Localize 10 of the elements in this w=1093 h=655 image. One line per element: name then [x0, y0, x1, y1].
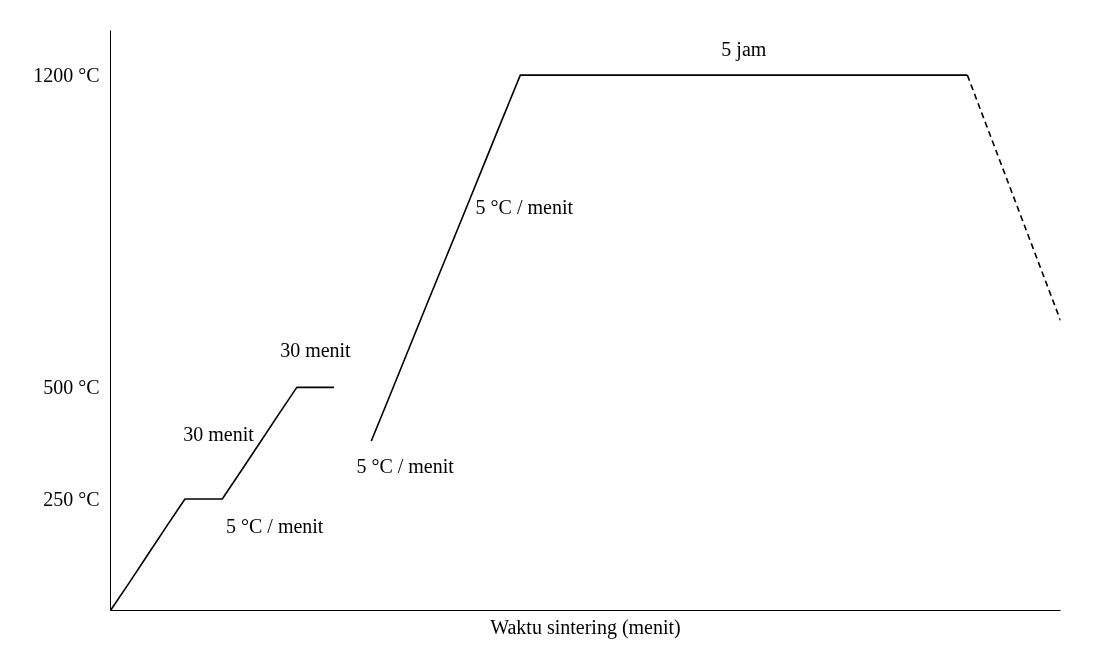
y-tick-label: 500 °C [43, 376, 100, 399]
y-tick-label: 1200 °C [33, 64, 100, 87]
x-axis-title: Waktu sintering (menit) [490, 615, 681, 639]
annotation: 5 °C / menit [475, 195, 574, 218]
annotation: 5 jam [721, 37, 767, 61]
y-tick-label: 250 °C [43, 487, 100, 510]
annotation: 5 °C / menit [356, 454, 455, 477]
annotation: 30 menit [183, 423, 255, 446]
annotation: 30 menit [280, 338, 352, 361]
annotation: 5 °C / menit [225, 514, 324, 537]
